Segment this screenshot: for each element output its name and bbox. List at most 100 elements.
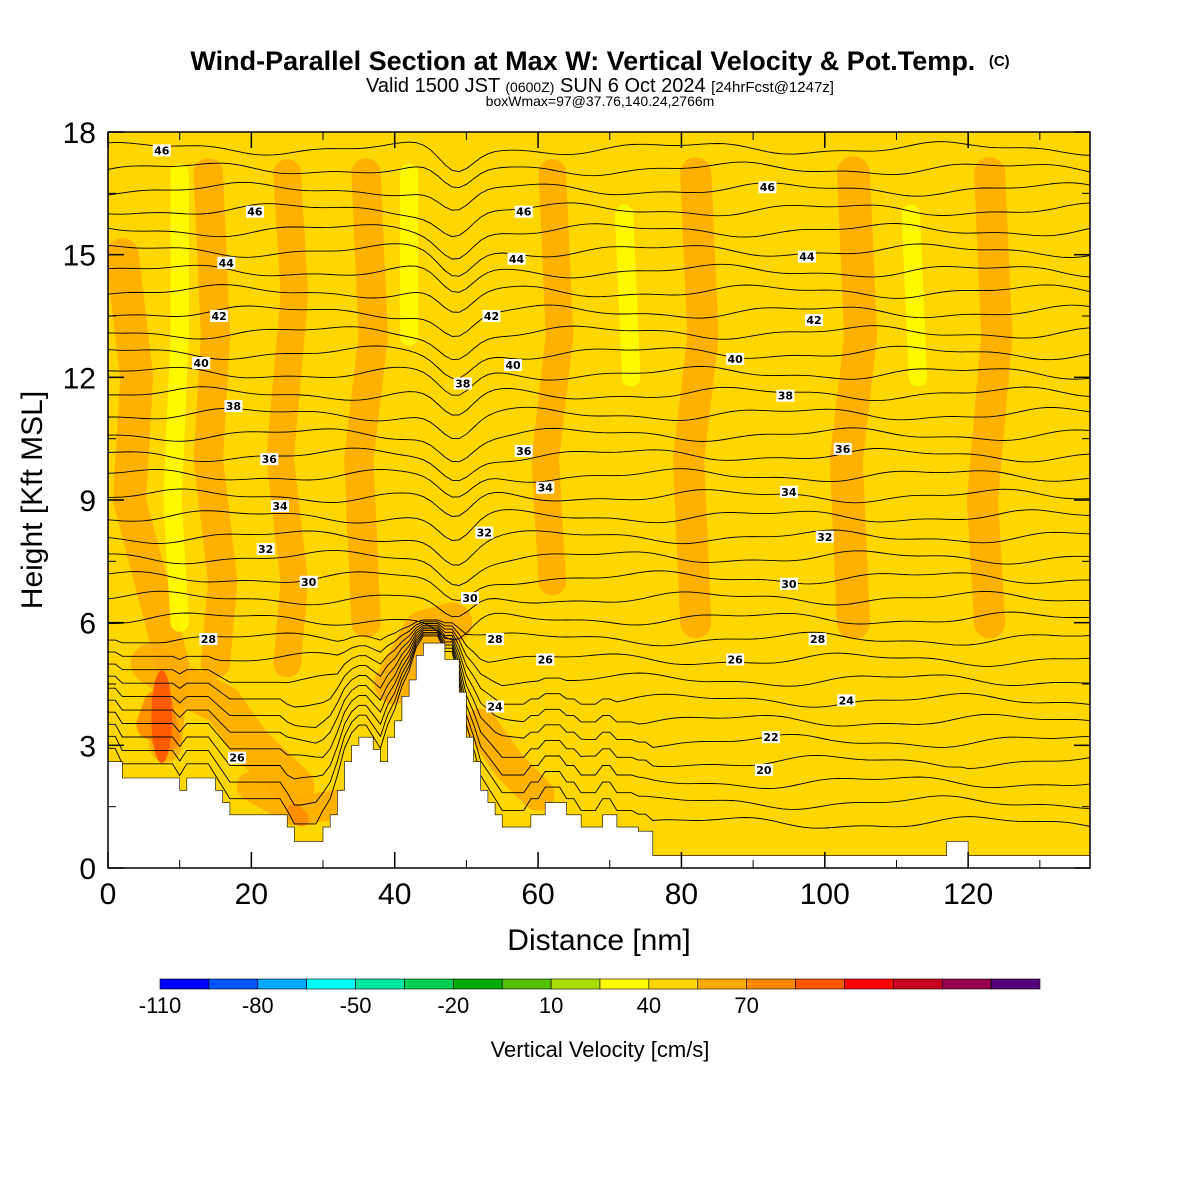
colorbar-tick-label: -20	[437, 993, 469, 1018]
theta-contour	[108, 570, 1090, 601]
theta-contour	[108, 509, 1090, 541]
contour-label-bg	[453, 377, 472, 390]
contour-label-bg	[475, 526, 494, 539]
colorbar-swatch	[257, 978, 307, 990]
contour-label: 36	[835, 443, 851, 456]
contour-label: 24	[487, 700, 503, 713]
colorbar-swatch	[795, 978, 845, 990]
colorbar-swatch	[159, 978, 210, 990]
colorbar-swatch	[697, 978, 747, 990]
theta-contour	[108, 386, 1090, 416]
colorbar-swatch	[746, 978, 796, 990]
contour-label: 30	[781, 578, 797, 591]
contour-label-bg	[199, 633, 218, 646]
contour-label: 22	[763, 731, 778, 744]
contour-label-bg	[762, 731, 781, 744]
theta-contour	[108, 631, 1090, 789]
contour-label: 26	[728, 653, 744, 666]
contour-label: 34	[538, 482, 554, 495]
theta-contour	[108, 141, 1090, 173]
velocity-band	[163, 163, 189, 632]
theta-contour	[108, 488, 1090, 517]
contour-label-bg	[726, 653, 745, 666]
velocity-band	[287, 803, 309, 827]
velocity-band	[829, 156, 878, 640]
colorbar-tick-label: -50	[340, 993, 372, 1018]
theta-contour	[108, 624, 1090, 708]
velocity-band	[531, 159, 574, 596]
contour-label: 20	[756, 764, 772, 777]
y-tick-label: 18	[63, 117, 96, 150]
contour-label-bg	[536, 481, 555, 494]
contour-label: 24	[839, 694, 855, 707]
contour-label: 46	[154, 144, 170, 157]
velocity-band	[673, 157, 719, 639]
colorbar-tick-label: 40	[637, 993, 661, 1018]
theta-contour	[108, 406, 1090, 440]
y-tick-label: 6	[79, 608, 96, 641]
contour-label: 42	[806, 314, 821, 327]
theta-contour	[108, 263, 1090, 293]
contour-label: 44	[219, 257, 235, 270]
theta-contour	[108, 619, 1090, 647]
contour-label-bg	[486, 633, 505, 646]
forecast-info: [24hrFcst@1247z]	[711, 79, 834, 96]
theta-contour	[108, 365, 1090, 396]
contour-label: 44	[509, 253, 525, 266]
contour-label-bg	[460, 592, 479, 605]
contour-label-bg	[758, 181, 777, 194]
theta-contour	[108, 549, 1090, 586]
x-axis-label: Distance [nm]	[507, 924, 690, 957]
colorbar-swatch	[306, 978, 356, 990]
valid-date: SUN 6 Oct 2024	[560, 75, 706, 97]
colorbar-tick-label: 10	[539, 993, 563, 1018]
contour-label: 44	[799, 251, 815, 264]
colorbar-swatch	[599, 978, 650, 990]
colorbar-swatch	[453, 978, 503, 990]
theta-contour	[108, 223, 1090, 260]
colorbar-swatch	[844, 978, 894, 990]
velocity-band	[966, 157, 1013, 639]
colorbar-tick-label: -80	[242, 993, 274, 1018]
chart-subtitle: Valid 1500 JST (0600Z) SUN 6 Oct 2024 [2…	[366, 75, 834, 97]
contour-label: 42	[211, 310, 226, 323]
y-tick-label: 0	[79, 853, 96, 886]
theta-contour	[108, 427, 1090, 463]
theta-contour	[108, 590, 1090, 618]
contour-label: 46	[516, 206, 532, 219]
theta-contour	[108, 181, 1090, 211]
theta-contour	[108, 633, 1090, 810]
copyright-mark: (C)	[989, 53, 1010, 70]
theta-contour	[108, 202, 1090, 238]
contour-label-bg	[837, 694, 856, 707]
theta-contour	[108, 630, 1090, 770]
theta-contour	[108, 468, 1090, 498]
contour-label-bg	[228, 751, 247, 764]
theta-contour	[108, 529, 1090, 566]
contour-label: 36	[516, 445, 532, 458]
plot-area: 46 46 46 46 44 44 44 42 42 42 40 40 40 38 38 38 36 36 36 34…	[108, 132, 1090, 868]
colorbar-label: Vertical Velocity [cm/s]	[491, 1037, 710, 1062]
y-tick-label: 12	[63, 362, 96, 395]
x-tick-label: 80	[665, 878, 698, 911]
contour-label-bg	[224, 399, 243, 412]
colorbar-swatch	[648, 978, 699, 990]
contour-label: 26	[229, 752, 245, 765]
contour-label-bg	[726, 352, 745, 365]
x-tick-label: 60	[521, 878, 554, 911]
contour-label: 34	[272, 500, 288, 513]
contour-label: 30	[301, 576, 317, 589]
colorbar: -110 -80 -50 -20 10 40 70	[139, 978, 1041, 1018]
contour-label: 26	[538, 653, 554, 666]
velocity-band	[193, 158, 238, 679]
colorbar-swatch	[941, 978, 992, 990]
contour-label-bg	[271, 500, 290, 513]
contour-label: 34	[781, 486, 797, 499]
theta-contour	[108, 345, 1090, 379]
y-tick-label: 15	[63, 240, 96, 273]
colorbar-swatch	[893, 978, 943, 990]
contour-label-bg	[833, 442, 852, 455]
contour-label: 46	[760, 181, 776, 194]
velocity-band	[130, 643, 315, 807]
